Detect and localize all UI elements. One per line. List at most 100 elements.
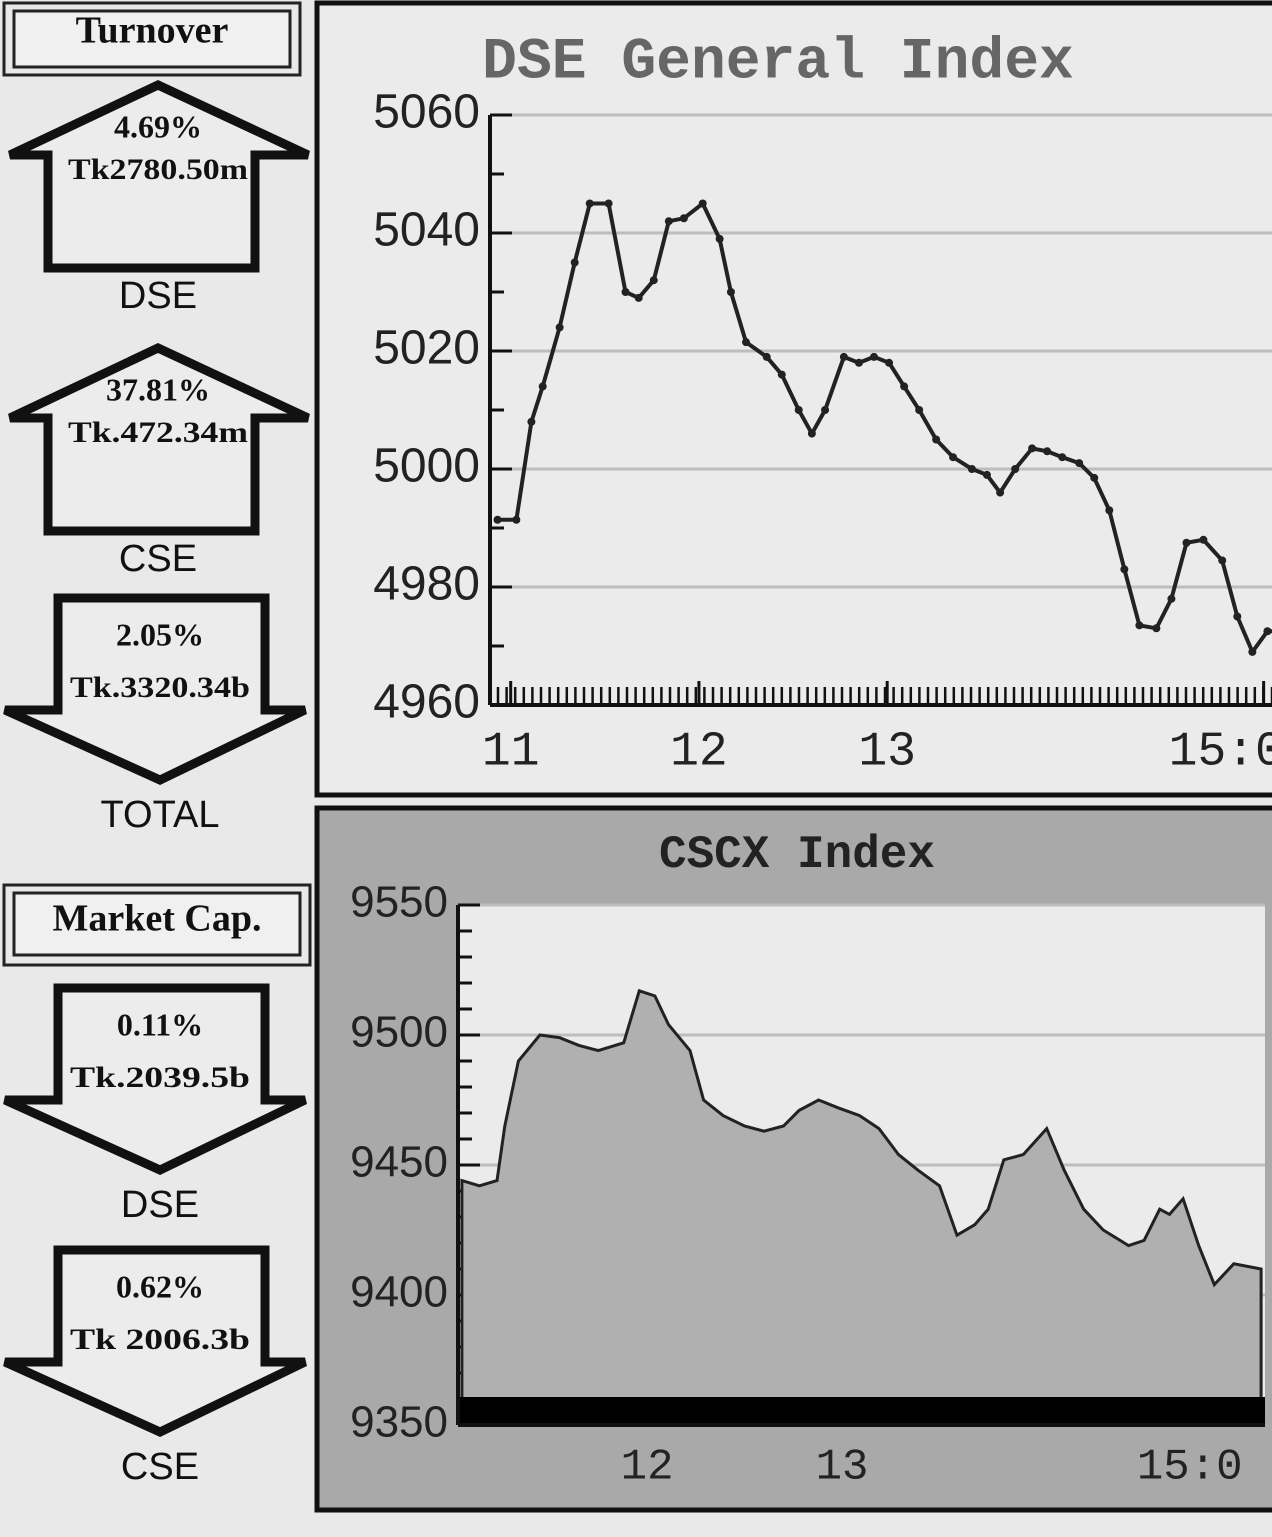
point: [715, 234, 724, 243]
change-pct: 4.69%: [114, 108, 202, 144]
y-tick-label: 9400: [350, 1268, 448, 1317]
title-frame: [2, 1, 302, 77]
amount: Tk.3320.34b: [70, 671, 250, 704]
point: [1167, 594, 1176, 603]
point: [1090, 473, 1099, 482]
point: [777, 370, 786, 379]
point: [1105, 506, 1114, 515]
x-tick-label: 13: [816, 1443, 869, 1493]
point: [807, 429, 816, 438]
point: [1135, 621, 1144, 630]
point: [885, 358, 894, 367]
point: [570, 258, 579, 267]
x-tick-label: 15:0: [1169, 726, 1272, 780]
change-pct: 2.05%: [116, 616, 204, 652]
y-tick-label: 5040: [373, 204, 480, 257]
market-label: CSE: [119, 538, 197, 580]
point: [512, 515, 521, 524]
amount: Tk2780.50m: [68, 153, 248, 186]
point: [649, 276, 658, 285]
point: [915, 406, 924, 414]
point: [854, 358, 863, 367]
market-label: DSE: [121, 1184, 199, 1226]
point: [982, 470, 991, 479]
baseline-bar: [458, 1397, 1265, 1425]
title-box: [12, 891, 302, 957]
point: [1120, 565, 1129, 574]
amount: Tk 2006.3b: [70, 1323, 250, 1356]
point: [996, 488, 1005, 497]
point: [794, 406, 803, 414]
point: [555, 323, 564, 332]
change-pct: 0.62%: [116, 1268, 204, 1304]
point: [1011, 465, 1020, 473]
arrow-up: [8, 80, 310, 273]
arrow-down: [3, 1245, 307, 1437]
point: [1028, 444, 1037, 453]
title-frame: [2, 883, 312, 967]
point: [527, 417, 536, 426]
market-label: TOTAL: [101, 794, 220, 836]
y-tick-label: 9350: [350, 1398, 448, 1447]
point: [742, 338, 750, 347]
point: [1248, 647, 1257, 656]
change-pct: 0.11%: [117, 1006, 203, 1042]
chart-title: CSCX Index: [659, 829, 935, 881]
point: [726, 288, 735, 296]
point: [538, 382, 547, 391]
y-tick-label: 9550: [350, 878, 448, 927]
point: [698, 199, 707, 208]
market-label: DSE: [119, 275, 197, 317]
point: [1263, 627, 1272, 636]
change-pct: 37.81%: [106, 371, 210, 407]
point: [932, 435, 941, 444]
point: [949, 453, 958, 462]
point: [634, 293, 643, 302]
x-tick-label: 15:0: [1137, 1443, 1243, 1493]
point: [821, 406, 830, 414]
point: [1075, 459, 1084, 468]
point: [493, 515, 502, 524]
point: [1182, 538, 1191, 547]
amount: Tk.472.34m: [68, 416, 248, 449]
point: [1233, 612, 1242, 621]
point: [839, 352, 848, 361]
arrow-down: [3, 983, 307, 1175]
market-label: CSE: [121, 1446, 199, 1488]
y-tick-label: 9500: [350, 1008, 448, 1057]
point: [1218, 556, 1227, 565]
y-tick-label: 5060: [373, 86, 480, 139]
point: [762, 352, 771, 361]
point: [679, 214, 688, 223]
point: [664, 217, 673, 226]
chart-title: DSE General Index: [482, 30, 1074, 95]
point: [1043, 447, 1052, 456]
arrow-down: [3, 593, 307, 785]
point: [1152, 624, 1161, 633]
section-title: Market Cap.: [53, 898, 262, 940]
point: [621, 288, 630, 296]
arrow-up: [8, 343, 310, 536]
y-tick-label: 5000: [373, 440, 480, 493]
y-tick-label: 5020: [373, 322, 480, 375]
point: [1199, 535, 1208, 544]
y-tick-label: 4980: [373, 558, 480, 611]
point: [967, 465, 976, 473]
point: [604, 199, 613, 208]
point: [870, 352, 878, 361]
x-tick-label: 12: [621, 1443, 674, 1493]
point: [1058, 453, 1067, 462]
x-tick-label: 12: [670, 726, 728, 780]
point: [585, 199, 594, 208]
y-tick-label: 4960: [373, 676, 480, 729]
title-box: [12, 9, 292, 69]
area: [460, 988, 1263, 1427]
amount: Tk.2039.5b: [70, 1061, 250, 1094]
section-title: Turnover: [76, 10, 229, 52]
y-tick-label: 9450: [350, 1138, 448, 1187]
point: [900, 382, 909, 391]
x-tick-label: 13: [858, 726, 916, 780]
x-tick-label: 11: [482, 726, 540, 780]
